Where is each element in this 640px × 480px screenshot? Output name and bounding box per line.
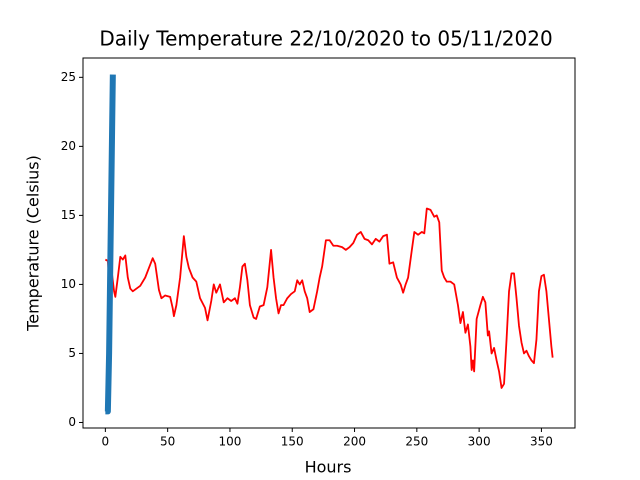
x-tick-label: 200 (343, 435, 366, 449)
line-series (104, 74, 116, 415)
y-axis-label: Temperature (Celsius) (24, 155, 43, 332)
y-tick-label: 10 (61, 277, 76, 291)
y-tick-label: 20 (61, 139, 76, 153)
x-tick-label: 150 (281, 435, 304, 449)
line-series (104, 207, 554, 389)
y-tick-label: 5 (68, 346, 76, 360)
x-tick-label: 300 (468, 435, 491, 449)
plot-area (104, 74, 554, 415)
x-axis-label: Hours (305, 458, 352, 477)
y-tick-label: 25 (61, 70, 76, 84)
x-tick-label: 0 (102, 435, 110, 449)
x-tick-label: 350 (530, 435, 553, 449)
y-tick-label: 15 (61, 208, 76, 222)
x-tick-label: 100 (218, 435, 241, 449)
y-tick-label: 0 (68, 415, 76, 429)
axes-frame (82, 57, 576, 429)
x-tick-label: 50 (160, 435, 175, 449)
chart-title: Daily Temperature 22/10/2020 to 05/11/20… (99, 27, 552, 51)
x-tick-label: 250 (405, 435, 428, 449)
